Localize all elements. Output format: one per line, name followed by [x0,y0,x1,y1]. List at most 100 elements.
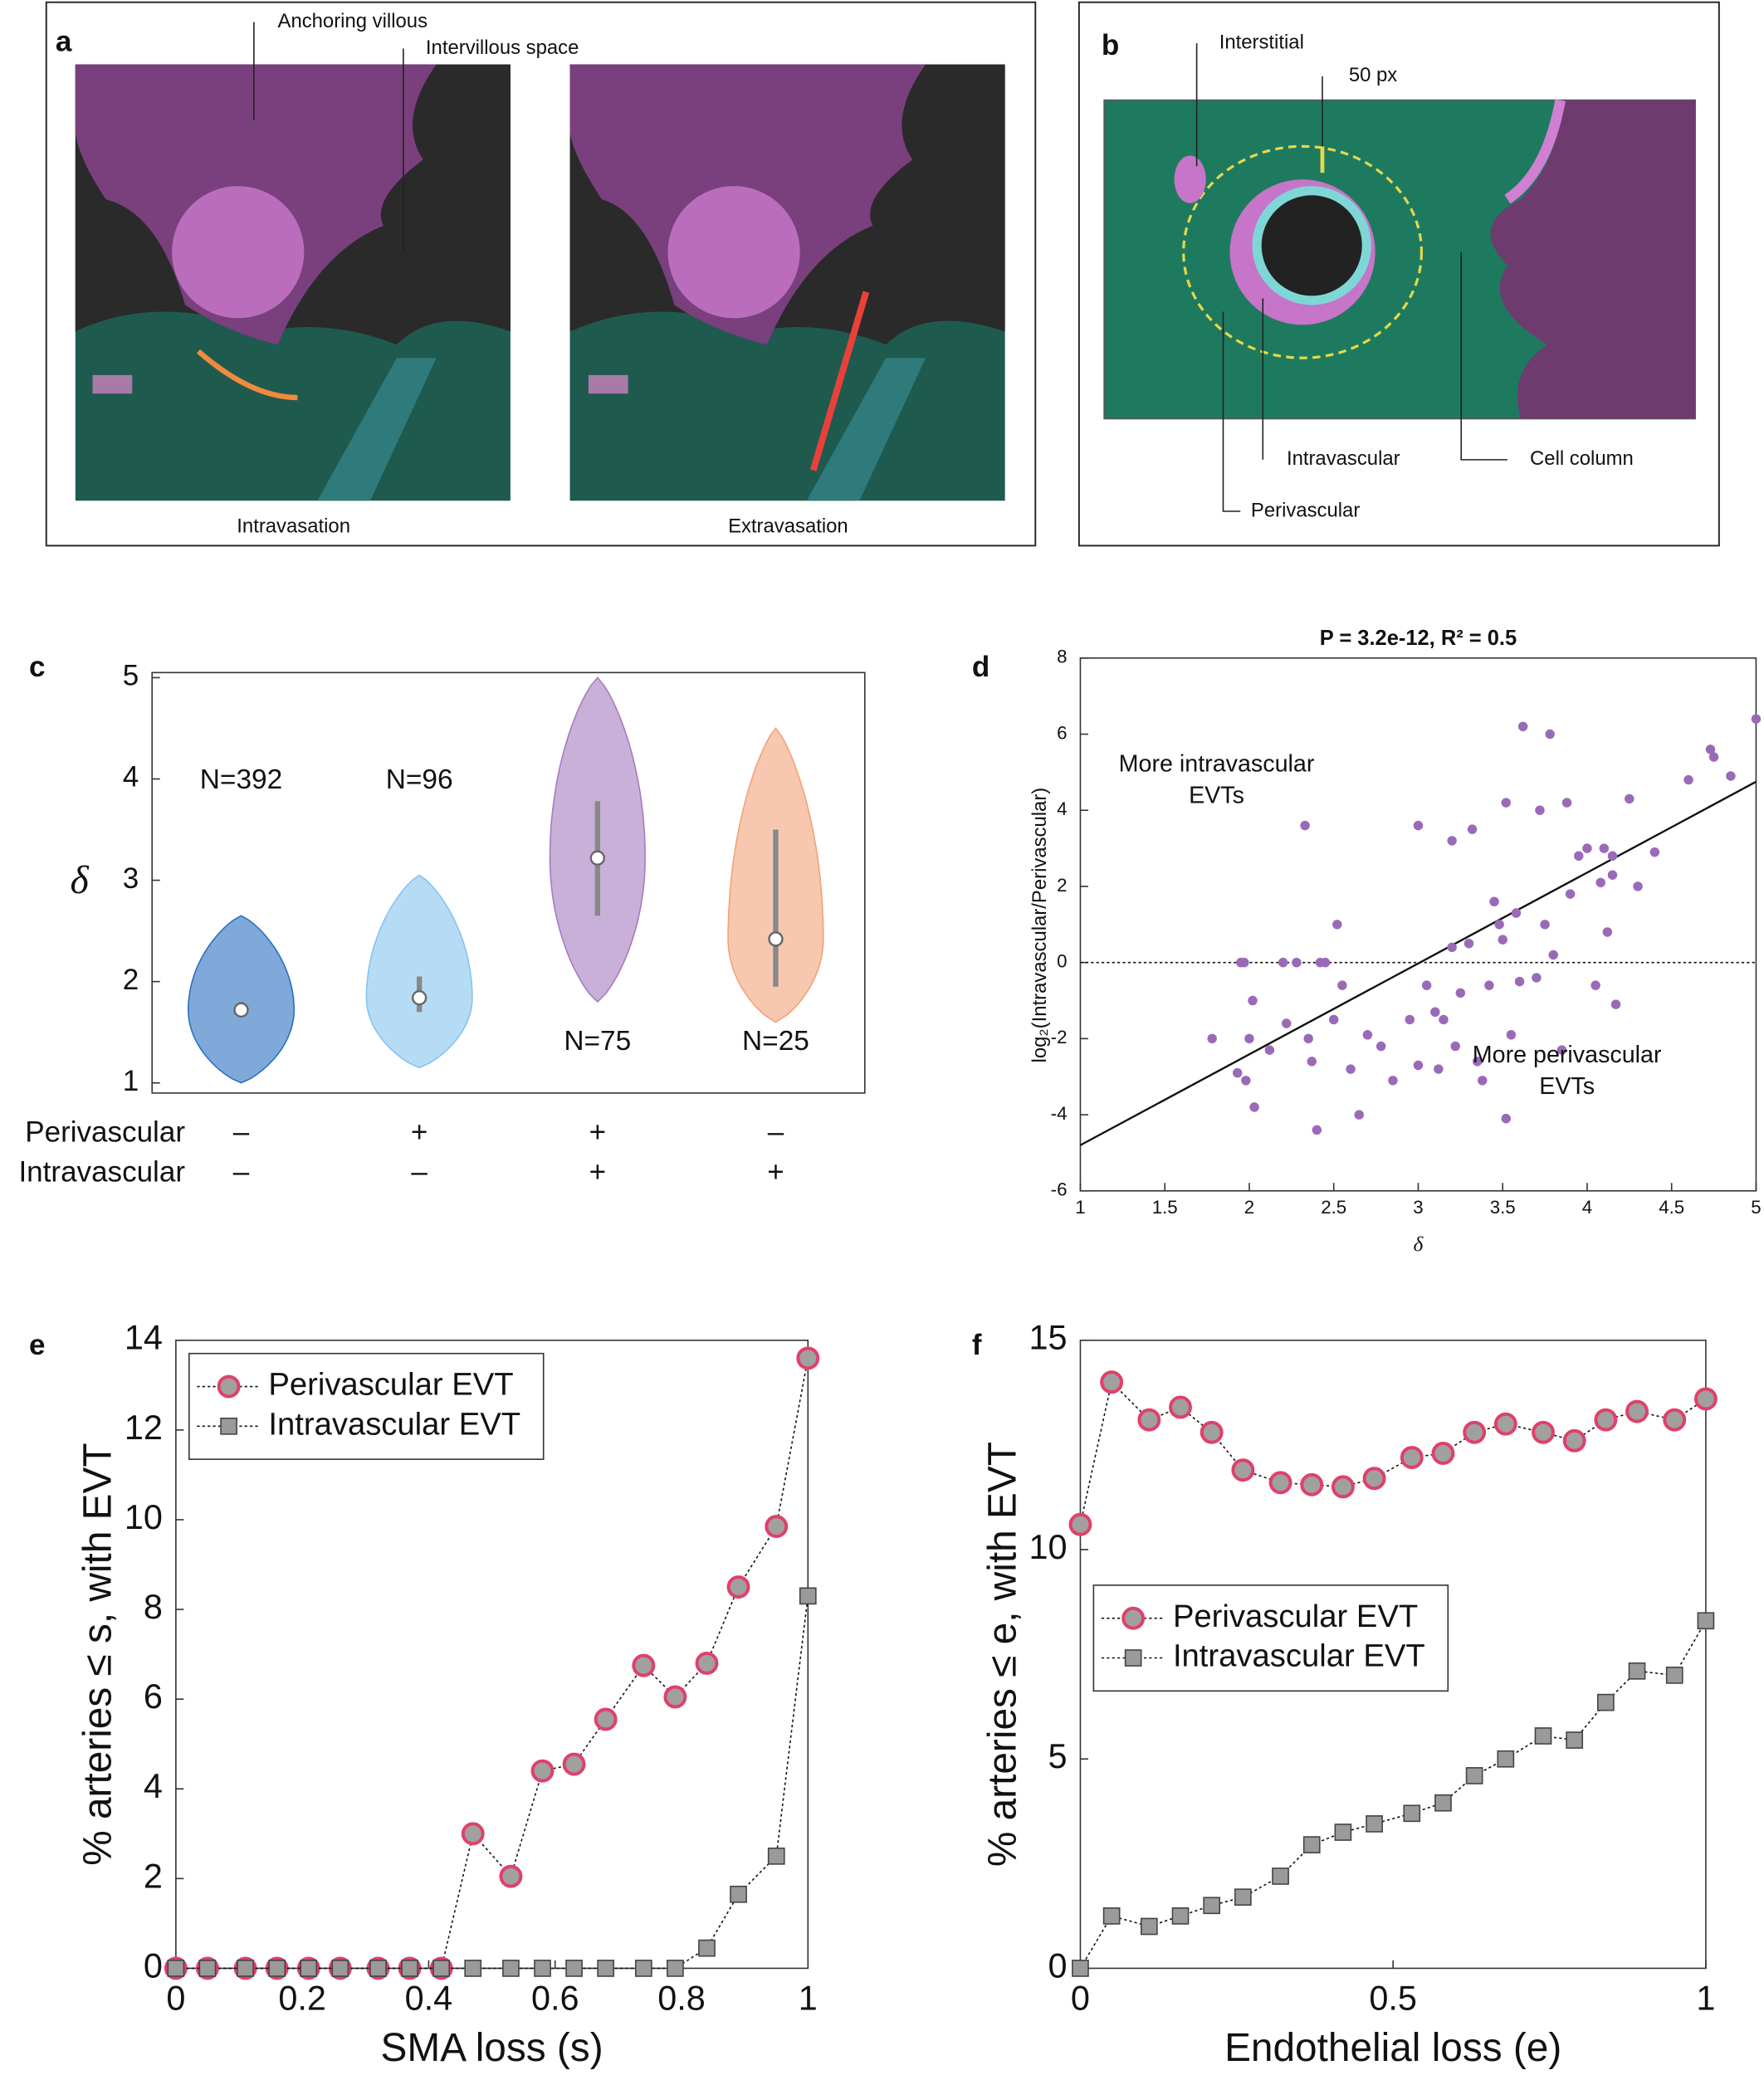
panel-frame [1077,1,1720,547]
point [1556,1045,1567,1055]
y-tick-label: 2 [1057,875,1067,896]
x-axis-label: δ [1414,1233,1424,1257]
marker [796,1346,820,1370]
point [1494,920,1504,930]
point [1241,1076,1251,1086]
marker [1663,1408,1687,1432]
violin [188,915,296,1084]
marker [1203,1897,1221,1915]
panel-label: b [1102,29,1119,61]
point [1413,820,1424,831]
point [1574,851,1584,861]
y-tick-label: -2 [1051,1027,1068,1047]
n-label: N=25 [742,1026,809,1057]
legend-box [188,1352,545,1460]
y-axis-label: % arteries ≤ e, with EVT [980,1442,1024,1867]
marker [1463,1420,1487,1444]
point [1248,995,1258,1006]
point [1484,980,1494,990]
marker [198,1960,217,1977]
x-tick-label: 0 [1071,1980,1090,2018]
marker [1268,1471,1292,1495]
marker [502,1960,520,1977]
y-axis-label: log₂(Intravascular/Perivascular) [1029,788,1051,1063]
point [1307,1057,1317,1067]
point [1501,1113,1511,1124]
perivascular-sign: + [411,1116,428,1149]
x-axis-label: Endothelial loss (e) [1224,2026,1561,2070]
point [1249,1102,1259,1112]
point [1300,820,1310,831]
marker [726,1575,750,1599]
point [1467,824,1478,834]
y-tick-label: 14 [125,1319,163,1357]
row-label: Perivascular [25,1116,185,1149]
marker [401,1960,418,1977]
marker [1100,1370,1124,1394]
marker [698,1939,716,1957]
intravascular-sign: + [767,1155,784,1188]
illustration [1103,43,1696,512]
marker [1534,1727,1552,1745]
point [1354,1110,1364,1120]
y-tick-label: 6 [144,1677,163,1716]
marker [1171,1907,1190,1925]
point [1463,938,1474,949]
point [1610,999,1621,1009]
marker [1366,1815,1383,1833]
y-axis-label: δ [70,858,89,902]
y-tick-label: 4 [123,761,139,793]
y-tick-label: 8 [144,1588,163,1626]
median-dot [768,931,784,947]
chart-title: P = 3.2e-12, R² = 0.5 [1320,627,1517,650]
illustration-label: Anchoring villous [278,10,428,32]
x-tick-label: 1 [1075,1197,1085,1218]
illustration-caption: Extravasation [728,515,848,537]
y-tick-label: 12 [125,1409,163,1447]
marker [1231,1458,1255,1482]
x-tick-label: 0.8 [657,1980,706,2018]
marker [268,1960,286,1977]
y-tick-label: 2 [123,964,139,996]
legend-marker [217,1374,241,1399]
point [1405,1014,1415,1025]
point [1207,1033,1217,1044]
x-tick-label: 0.2 [278,1980,326,2018]
point [1607,851,1618,861]
point [1264,1045,1275,1055]
marker [1434,1794,1452,1812]
y-tick-label: 15 [1029,1319,1067,1357]
marker [765,1515,789,1539]
marker [1594,1408,1618,1432]
point [1595,877,1605,888]
y-tick-label: 3 [123,862,139,895]
point [1388,1076,1398,1086]
point [1517,721,1528,732]
x-tick-label: 3 [1413,1197,1423,1218]
marker [499,1864,523,1888]
median-dot [412,990,428,1006]
plot-frame [175,1339,809,1970]
point [1434,1064,1444,1074]
y-tick-label: 8 [1057,647,1067,667]
marker [1693,1387,1718,1411]
marker [1137,1408,1161,1432]
marker [799,1587,817,1605]
perivascular-sign: – [768,1116,784,1149]
marker [1334,1824,1352,1841]
point [1337,980,1347,990]
point [1447,836,1457,846]
marker [1431,1442,1455,1465]
point [1565,889,1576,899]
x-tick-label: 3.5 [1490,1197,1516,1218]
panel-label: c [29,651,45,683]
point [1447,942,1457,953]
point [1532,973,1542,983]
y-axis-label: % arteries ≤ s, with EVT [76,1443,120,1865]
x-tick-label: 0.6 [531,1980,579,2018]
annotation: More intravascular [1119,750,1315,777]
marker [1562,1428,1586,1452]
panel-label: f [972,1329,982,1361]
intravascular-sign: – [411,1155,428,1188]
marker [1625,1399,1649,1423]
